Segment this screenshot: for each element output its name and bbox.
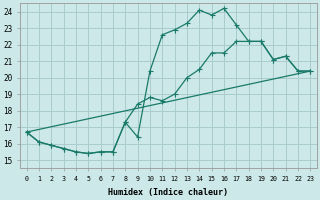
X-axis label: Humidex (Indice chaleur): Humidex (Indice chaleur) [108, 188, 228, 197]
